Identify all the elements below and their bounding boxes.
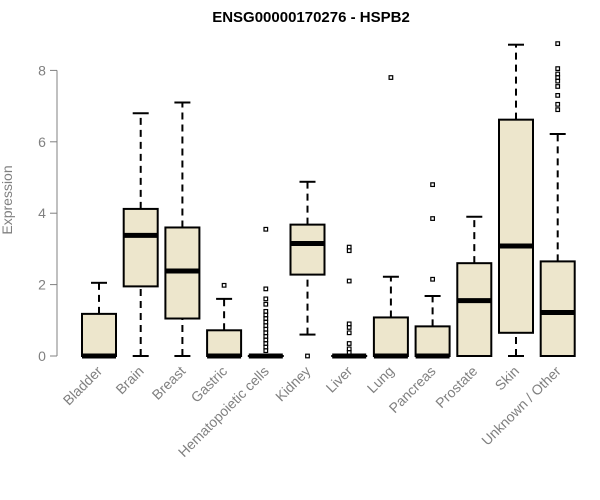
outlier-point	[263, 301, 269, 307]
outlier-point	[346, 278, 352, 284]
boxes-layer	[81, 41, 576, 359]
x-tick-label: Brain	[112, 363, 146, 397]
box-iqr	[81, 312, 117, 357]
chart-title: ENSG00000170276 - HSPB2	[212, 9, 410, 26]
outlier-point	[305, 353, 310, 359]
x-tick-label: Prostate	[432, 363, 480, 411]
y-tick-label: 0	[38, 348, 46, 364]
y-tick-label: 2	[38, 277, 46, 293]
box-group	[206, 282, 243, 359]
outlier-point	[430, 276, 435, 282]
y-axis: 0 2 4 6 8	[38, 62, 58, 364]
box-group	[498, 43, 534, 357]
outlier-point	[555, 107, 561, 113]
outlier-point	[430, 182, 435, 188]
box-iqr	[372, 316, 409, 357]
box-iqr	[122, 207, 159, 288]
outlier-point	[346, 346, 352, 352]
box-iqr	[539, 260, 576, 357]
box-iqr	[414, 325, 451, 357]
outlier-point	[555, 41, 561, 47]
outlier-point	[555, 66, 561, 72]
x-tick-label: Skin	[492, 363, 523, 394]
box-group	[289, 180, 326, 359]
outlier-point	[263, 286, 269, 292]
box-group	[247, 226, 284, 359]
outlier-point	[263, 226, 269, 232]
box-iqr	[289, 223, 326, 276]
outlier-point	[555, 71, 561, 77]
outlier-point	[555, 92, 561, 98]
x-tick-label: Unknown / Other	[478, 363, 564, 449]
box-group	[164, 101, 201, 357]
outlier-point	[346, 341, 352, 346]
x-tick-label: Bladder	[60, 363, 106, 409]
outlier-point	[263, 308, 269, 314]
box-group	[372, 75, 409, 359]
box-group	[331, 244, 368, 359]
y-tick-label: 6	[38, 134, 46, 150]
x-tick-label: Lung	[364, 363, 397, 396]
box-group	[456, 215, 493, 357]
outlier-point	[388, 75, 394, 80]
y-axis-label: Expression	[0, 165, 15, 234]
outlier-point	[346, 321, 352, 327]
outlier-point	[555, 101, 561, 107]
box-iqr	[456, 262, 493, 357]
box-iqr	[206, 329, 243, 357]
x-tick-label: Kidney	[272, 363, 314, 405]
box-group	[539, 41, 576, 357]
outlier-point	[346, 330, 352, 336]
outlier-point	[430, 216, 435, 221]
x-tick-label: Breast	[149, 363, 189, 403]
outlier-point	[263, 296, 269, 302]
outlier-point	[221, 282, 227, 288]
box-iqr	[498, 118, 534, 334]
x-tick-label: Liver	[323, 363, 356, 396]
box-group	[81, 281, 117, 359]
outlier-point	[555, 84, 561, 89]
y-tick-label: 4	[38, 205, 46, 221]
y-tick-label: 8	[38, 62, 46, 78]
box-group	[122, 112, 159, 357]
outlier-point	[346, 244, 352, 250]
box-group	[414, 182, 451, 359]
